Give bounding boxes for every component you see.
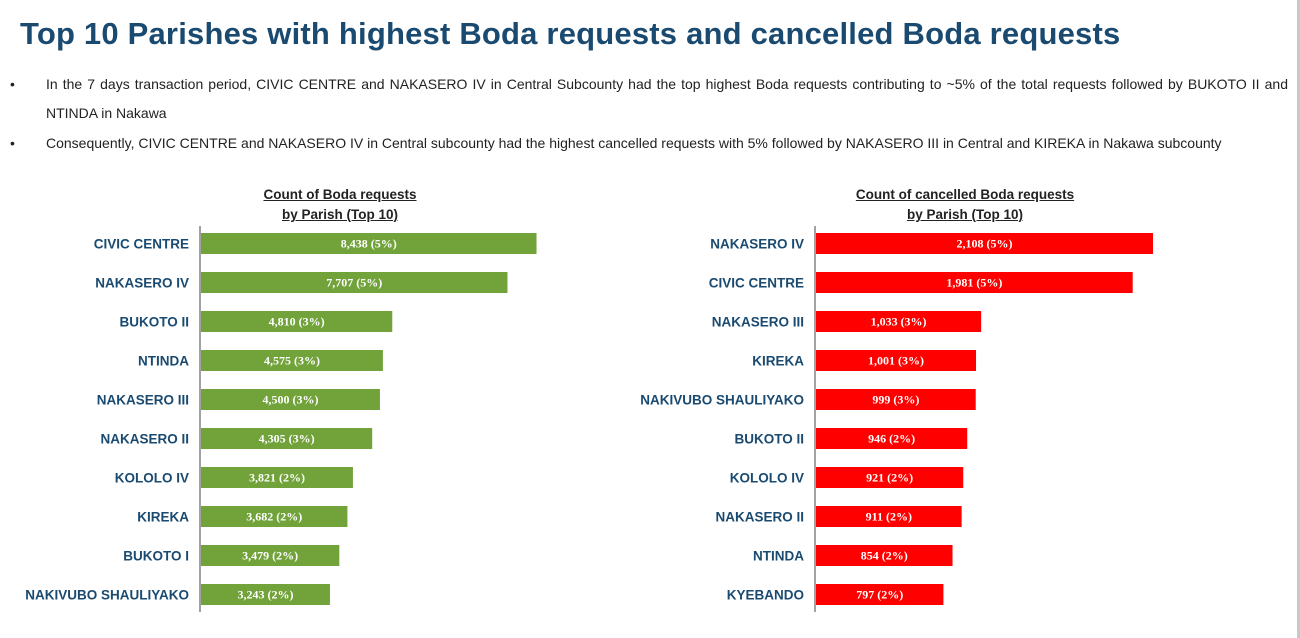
left-data-label: 4,305 (3%) [259,432,315,446]
right-category-label: KIREKA [752,354,804,369]
right-data-label: 1,001 (3%) [868,354,924,368]
left-bar [201,350,383,371]
left-category-label: NAKASERO IV [95,276,189,291]
right-chart-title-block: Count of cancelled Boda requests by Pari… [815,185,1115,225]
right-category-label: NAKASERO III [712,315,804,330]
left-data-label: 3,243 (2%) [237,588,293,602]
right-data-label: 1,981 (5%) [946,276,1002,290]
right-bar [816,506,962,527]
left-chart-title: Count of Boda requests [263,187,417,202]
left-data-label: 3,682 (2%) [246,510,302,524]
right-bar [816,428,968,449]
left-category-label: NTINDA [138,354,189,369]
bullet-dot: • [10,135,15,151]
left-category-label: BUKOTO II [119,315,189,330]
left-data-label: 7,707 (5%) [326,276,382,290]
right-bar [816,467,964,488]
left-data-label: 4,810 (3%) [269,315,325,329]
right-chart-title: Count of cancelled Boda requests [855,187,1075,202]
left-data-label: 8,438 (5%) [341,237,397,251]
left-category-label: KOLOLO IV [115,471,189,486]
right-data-label: 1,033 (3%) [871,315,927,329]
page-right-border [1297,0,1300,638]
left-bar [201,311,393,332]
right-bar [816,272,1133,293]
right-data-label: 921 (2%) [866,471,913,485]
right-category-label: NAKIVUBO SHAULIYAKO [640,393,804,408]
right-category-label: CIVIC CENTRE [709,276,804,291]
left-category-label: KIREKA [137,510,189,525]
bullet-dot: • [10,76,15,92]
right-bar [816,584,944,605]
left-bar [201,389,380,410]
right-data-label: 946 (2%) [868,432,915,446]
page-title: Top 10 Parishes with highest Boda reques… [20,16,1121,51]
right-category-label: KYEBANDO [727,588,804,603]
left-bar [201,506,348,527]
bullet-item-1: • In the 7 days transaction period, CIVI… [10,70,1288,128]
left-bar [201,272,508,293]
left-bar [201,467,353,488]
right-data-label: 854 (2%) [861,549,908,563]
left-bar [201,545,340,566]
summary-bullets: • In the 7 days transaction period, CIVI… [10,70,1288,159]
left-data-label: 4,500 (3%) [262,393,318,407]
right-bar [816,545,953,566]
left-chart-subtitle: by Parish (Top 10) [281,207,399,222]
right-category-label: KOLOLO IV [730,471,804,486]
right-category-label: NTINDA [753,549,804,564]
right-bar [816,233,1153,254]
bullet-text-1: In the 7 days transaction period, CIVIC … [46,76,1288,121]
left-category-label: CIVIC CENTRE [94,237,189,252]
left-category-label: NAKIVUBO SHAULIYAKO [25,588,189,603]
right-bar [816,311,982,332]
left-category-label: NAKASERO II [100,432,189,447]
left-category-label: BUKOTO I [123,549,189,564]
right-data-label: 911 (2%) [866,510,912,524]
right-category-label: NAKASERO II [715,510,804,525]
left-category-label: NAKASERO III [97,393,189,408]
bullet-item-2: • Consequently, CIVIC CENTRE and NAKASER… [10,129,1288,158]
right-data-label: 999 (3%) [872,393,919,407]
left-data-label: 4,575 (3%) [264,354,320,368]
left-bar [201,428,373,449]
right-category-label: NAKASERO IV [710,237,804,252]
right-data-label: 2,108 (5%) [957,237,1013,251]
right-chart-subtitle: by Parish (Top 10) [906,207,1024,222]
right-category-label: BUKOTO II [734,432,804,447]
right-bar [816,350,977,371]
left-chart-title-block: Count of Boda requests by Parish (Top 10… [200,185,480,225]
right-bar [816,389,976,410]
left-bar [201,584,330,605]
left-data-label: 3,821 (2%) [249,471,305,485]
bullet-text-2: Consequently, CIVIC CENTRE and NAKASERO … [46,135,1222,151]
right-data-label: 797 (2%) [856,588,903,602]
left-bar [201,233,537,254]
left-data-label: 3,479 (2%) [242,549,298,563]
